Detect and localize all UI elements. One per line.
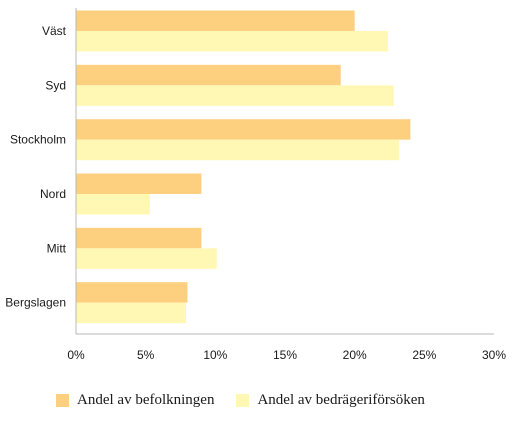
category-label-2: Stockholm [10, 133, 66, 147]
category-label-0: Väst [42, 24, 67, 38]
bar-bedrageriforsok-5 [76, 302, 187, 324]
x-tick-label-6: 30% [482, 348, 506, 362]
category-labels: Väst Syd Stockholm Nord Mitt Bergslagen [5, 24, 66, 310]
x-tick-label-4: 20% [343, 348, 367, 362]
legend-swatch-befolkningen [56, 394, 69, 407]
x-tick-label-5: 25% [412, 348, 436, 362]
bar-befolkningen-1 [76, 64, 341, 86]
x-tick-label-0: 0% [67, 348, 85, 362]
bar-befolkningen-5 [76, 282, 188, 303]
x-tick-label-2: 10% [203, 348, 227, 362]
category-label-5: Bergslagen [5, 296, 66, 310]
bar-bedrageriforsok-4 [76, 248, 217, 269]
bar-bedrageriforsok-0 [76, 31, 389, 52]
x-tick-label-3: 15% [273, 348, 297, 362]
category-label-1: Syd [45, 78, 66, 92]
bar-befolkningen-4 [76, 227, 202, 249]
bars-group [76, 10, 411, 324]
category-label-3: Nord [40, 187, 66, 201]
legend-item-bedrageriforsoken: Andel av bedrägeriförsöken [236, 392, 425, 409]
bar-befolkningen-3 [76, 173, 202, 194]
bar-befolkningen-0 [76, 10, 355, 31]
x-tick-labels: 0% 5% 10% 15% 20% 25% 30% [67, 348, 506, 362]
x-tick-label-1: 5% [137, 348, 155, 362]
bar-bedrageriforsok-2 [76, 139, 400, 161]
legend: Andel av befolkningen Andel av bedrägeri… [56, 392, 447, 409]
bar-bedrageriforsok-3 [76, 194, 150, 215]
legend-item-befolkningen: Andel av befolkningen [56, 392, 214, 409]
bar-bedrageriforsok-1 [76, 85, 394, 106]
bar-befolkningen-2 [76, 119, 411, 140]
legend-swatch-bedrageriforsoken [236, 394, 250, 407]
legend-label-befolkningen: Andel av befolkningen [77, 392, 215, 408]
legend-label-bedrageriforsoken: Andel av bedrägeriförsöken [257, 392, 425, 408]
category-label-4: Mitt [47, 241, 67, 255]
